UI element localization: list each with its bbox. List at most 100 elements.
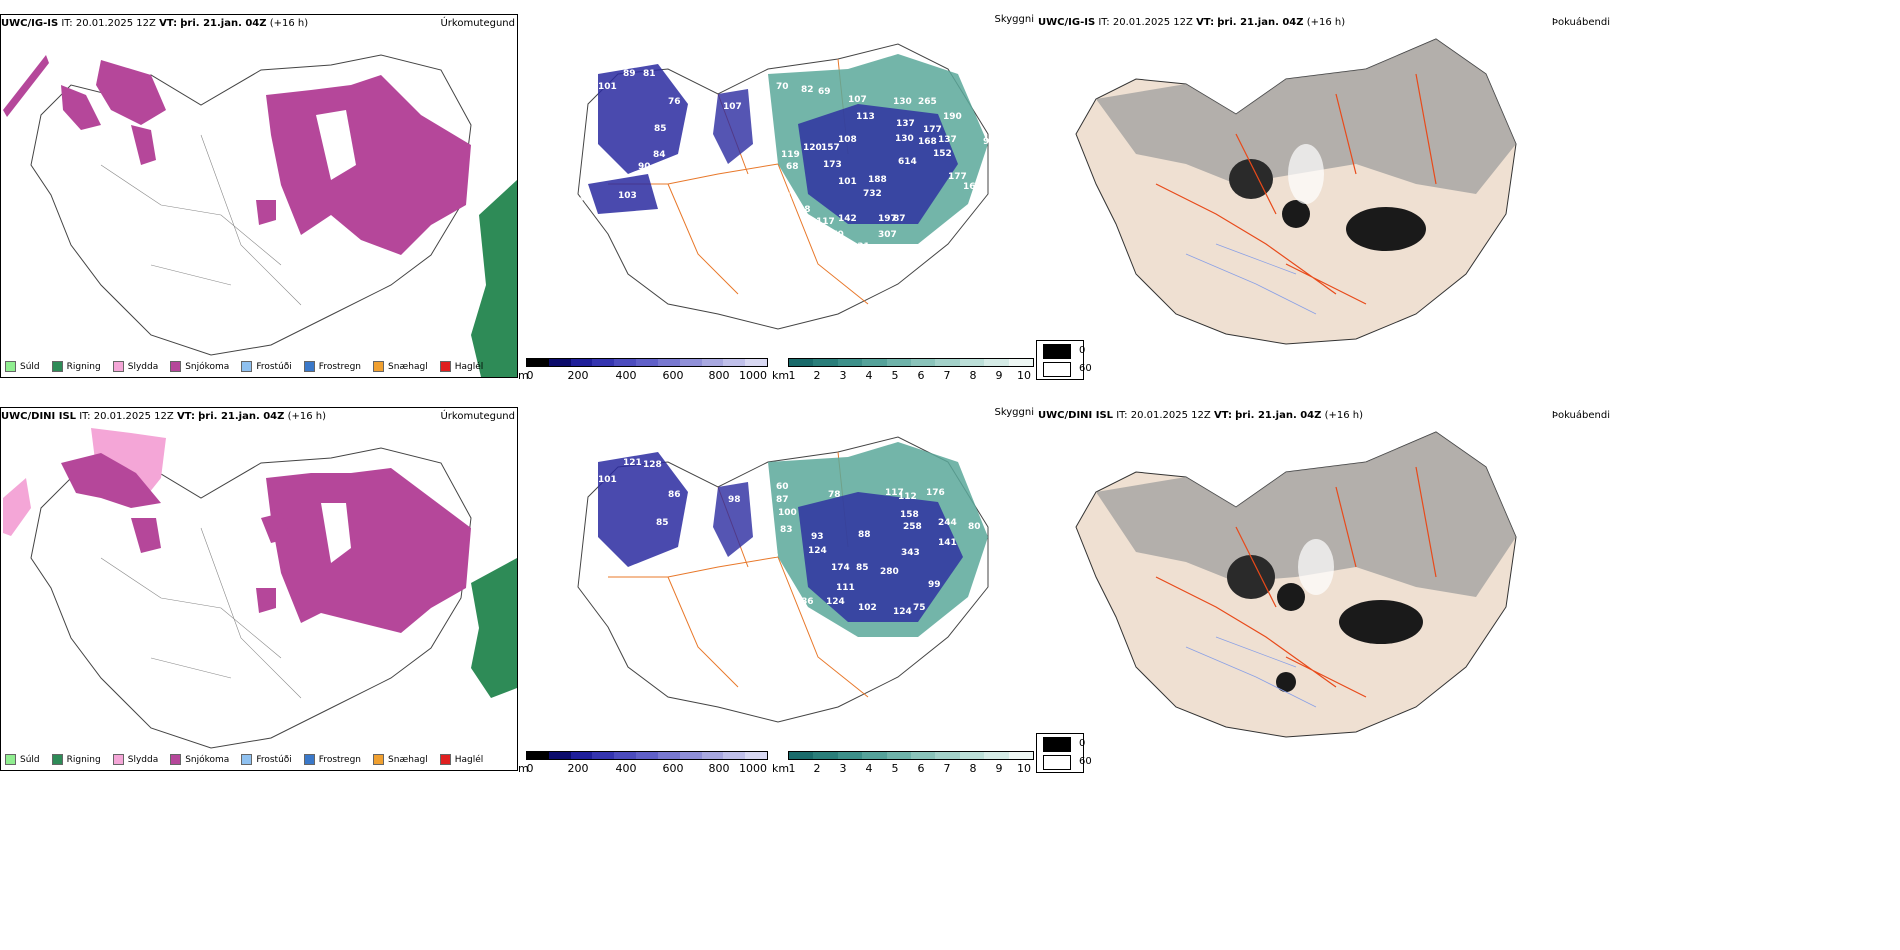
vis-label: 188 xyxy=(868,175,887,185)
rain-area xyxy=(471,180,517,377)
legend-item: Frostregn xyxy=(303,754,361,765)
fog-clear xyxy=(1298,539,1334,595)
vis-label: 732 xyxy=(863,189,882,199)
vis-label: 173 xyxy=(708,179,727,189)
panel-label-fog: Þokuábendi xyxy=(1551,17,1610,28)
vis-label: 121 xyxy=(623,458,642,468)
vis-label: 280 xyxy=(880,567,899,577)
fog-legend-label: 0 xyxy=(1079,345,1086,356)
legend-item: Haglél xyxy=(439,361,483,372)
vis-label: 60 xyxy=(653,185,666,195)
vis-label: 90 xyxy=(638,162,651,172)
cloudbase-colorbar: m 0 200 400 600 800 1000 xyxy=(518,751,768,775)
visibility-bar xyxy=(788,751,1034,760)
snow-area xyxy=(266,468,471,633)
panel-title: UWC/DINI ISL IT: 20.01.2025 12Z VT: þri.… xyxy=(1,411,327,422)
panel-label-precip: Úrkomutegund xyxy=(440,411,515,422)
visibility-colorbar: km 1 2 3 4 5 6 7 8 9 10 xyxy=(772,358,1034,382)
cloud-low-area xyxy=(713,89,753,164)
precip-map-row1 xyxy=(3,54,517,377)
rain-area xyxy=(471,558,517,698)
vis-label: 60 xyxy=(776,482,789,492)
vis-label: 124 xyxy=(808,546,827,556)
vis-label: 69 xyxy=(818,87,831,97)
cloudbase-unit: m xyxy=(518,762,529,775)
cloudbase-bar xyxy=(526,751,768,760)
cloud-low-area xyxy=(598,64,688,174)
vis-label: 131 xyxy=(851,242,870,252)
legend-item: Snjókoma xyxy=(170,361,229,372)
fog-legend-swatch xyxy=(1043,755,1071,770)
vis-label: 86 xyxy=(668,490,681,500)
vis-label: 142 xyxy=(838,214,857,224)
snow-area xyxy=(61,453,161,508)
fog-panel-row1: UWC/IG-IS IT: 20.01.2025 12Z VT: þri. 21… xyxy=(1036,14,1900,380)
cloud-low-area xyxy=(588,174,658,214)
snow-area xyxy=(131,125,156,165)
vis-label: 645 xyxy=(838,635,857,645)
vis-label: 137 xyxy=(938,135,957,145)
cloudbase-bar xyxy=(526,358,768,367)
vis-label: 343 xyxy=(901,548,920,558)
snow-area xyxy=(256,588,276,613)
vis-label: 92 xyxy=(761,587,774,597)
legend-item: Frostúði xyxy=(241,754,292,765)
vis-label: 176 xyxy=(926,488,945,498)
visibility-unit: km xyxy=(772,762,790,775)
precip-panel-row2: UWC/DINI ISL IT: 20.01.2025 12Z VT: þri.… xyxy=(0,407,518,771)
fog-legend-label: 60 xyxy=(1079,363,1092,374)
vis-label: 177 xyxy=(948,172,967,182)
precip-legend: Súld Rigning Slydda Snjókoma Frostúði Fr… xyxy=(5,754,483,765)
vis-label: 307 xyxy=(878,230,897,240)
panel-title: UWC/IG-IS IT: 20.01.2025 12Z VT: þri. 21… xyxy=(1,18,309,29)
vis-label: 98 xyxy=(728,495,741,505)
vis-label: 614 xyxy=(898,157,917,167)
cloudbase-colorbar: m 0 200 400 600 800 1000 xyxy=(518,358,768,382)
panel-title: UWC/DINI ISL IT: 20.01.2025 12Z VT: þri.… xyxy=(1038,410,1364,421)
gap xyxy=(316,110,356,180)
fog-area xyxy=(1096,432,1516,597)
cloud-low-area xyxy=(798,104,958,224)
legend-item: Slydda xyxy=(112,361,158,372)
fog-legend-swatch xyxy=(1043,344,1071,359)
vis-label: 124 xyxy=(826,597,845,607)
vis-label: 70 xyxy=(776,82,789,92)
vis-label: 128 xyxy=(643,460,662,470)
vis-label: 152 xyxy=(933,149,952,159)
fog-map-row1 xyxy=(1075,38,1517,345)
vis-label: 101 xyxy=(838,177,857,187)
vis-label: 82 xyxy=(801,85,814,95)
vis-label: 100 xyxy=(778,508,797,518)
vis-label: 102 xyxy=(858,603,877,613)
fog-legend-label: 60 xyxy=(1079,756,1092,767)
vis-label: 111 xyxy=(836,583,855,593)
snow-area xyxy=(266,75,471,255)
vis-label: 75 xyxy=(913,603,926,613)
vis-label: 130 xyxy=(895,134,914,144)
legend-item: Snjókoma xyxy=(170,754,229,765)
vis-label: 93 xyxy=(983,137,996,147)
snow-area xyxy=(131,518,161,553)
vis-label: 244 xyxy=(938,518,957,528)
vis-label: 89 xyxy=(623,69,636,79)
fog-legend: 0 60 xyxy=(1036,340,1092,380)
vis-label: 163 xyxy=(963,182,982,192)
fog-dense xyxy=(1229,159,1273,199)
legend-item: Súld xyxy=(5,754,40,765)
vis-label: 93 xyxy=(811,532,824,542)
vis-label: 111 xyxy=(773,192,792,202)
vis-label: 68 xyxy=(786,162,799,172)
vis-label: 107 xyxy=(731,588,750,598)
cloud-low-area xyxy=(713,482,753,557)
vis-label: 70 xyxy=(578,197,591,207)
vis-label: 103 xyxy=(618,191,637,201)
vis-label: 85 xyxy=(656,518,669,528)
snow-area xyxy=(261,513,291,543)
panel-label-precip: Úrkomutegund xyxy=(440,18,515,29)
cloud-low-area xyxy=(798,492,963,622)
legend-item: Frostregn xyxy=(303,361,361,372)
fog-legend-swatch xyxy=(1043,362,1071,377)
fog-dense xyxy=(1276,672,1296,692)
vis-label: 117 xyxy=(816,217,835,227)
fog-legend-swatch xyxy=(1043,737,1071,752)
